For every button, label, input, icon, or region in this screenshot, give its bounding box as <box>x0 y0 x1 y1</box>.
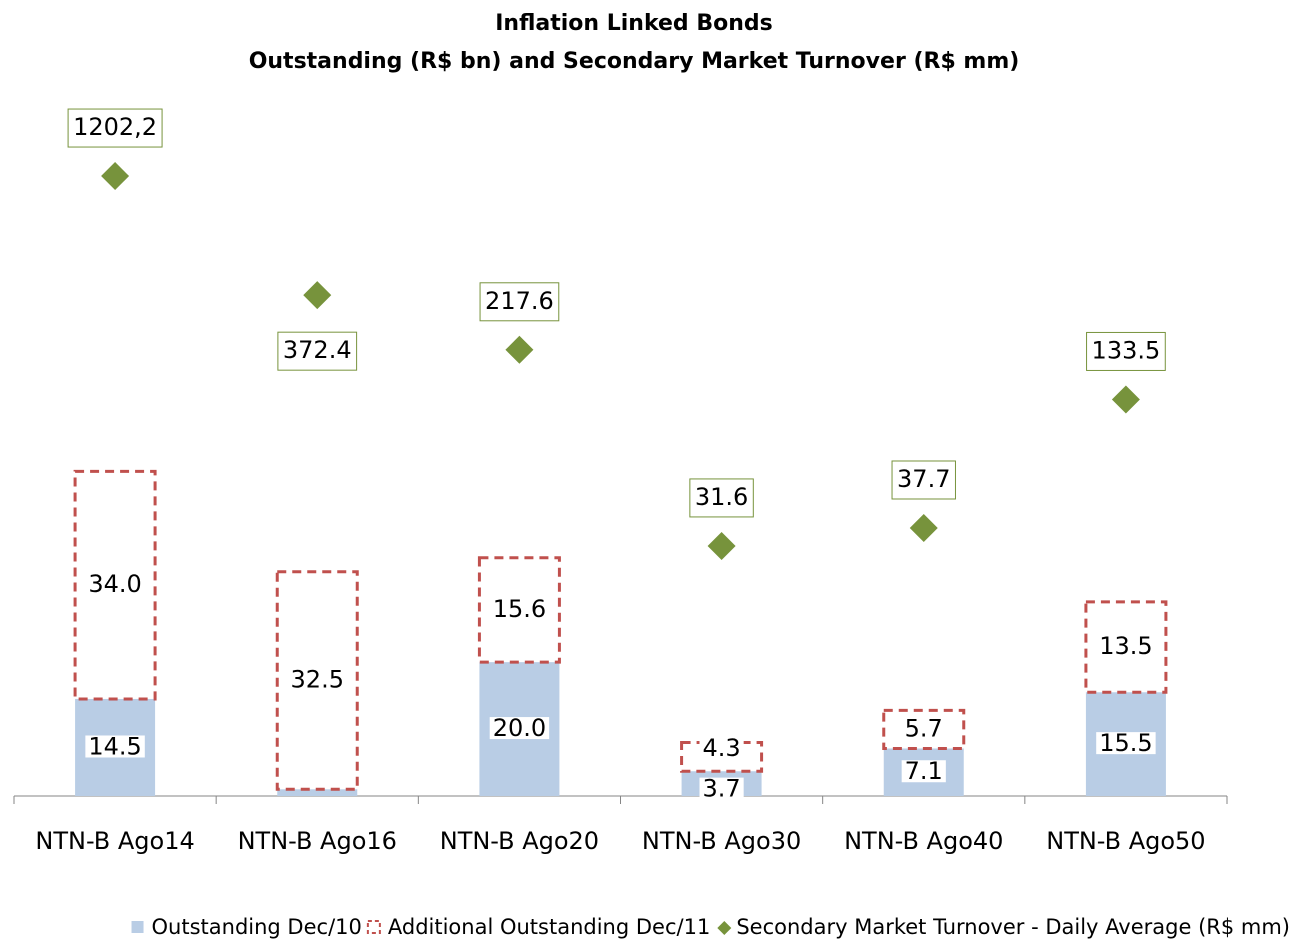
x-tick-label: NTN-B Ago20 <box>440 827 599 855</box>
x-tick-label: NTN-B Ago50 <box>1046 827 1205 855</box>
x-tick-label: NTN-B Ago30 <box>642 827 801 855</box>
legend-swatch <box>366 920 381 934</box>
data-label-bg <box>901 760 946 783</box>
bar-segment <box>277 789 358 796</box>
marker <box>505 335 534 364</box>
bar-segment <box>1084 600 1168 694</box>
chart-title: Inflation Linked Bonds <box>495 11 772 36</box>
data-label-bg <box>901 717 946 740</box>
data-label-box <box>1086 331 1166 371</box>
legend: Secondary Market Turnover - Daily Averag… <box>131 915 1290 939</box>
chart-subtitle: Outstanding (R$ bn) and Secondary Market… <box>249 49 1020 74</box>
data-label: 217.6 <box>485 287 554 315</box>
x-tick-label: NTN-B Ago14 <box>35 827 194 855</box>
data-label: 34.0 <box>88 570 141 598</box>
bar-segment <box>73 469 157 701</box>
data-label: 14.5 <box>88 732 141 760</box>
data-label: 31.6 <box>695 483 748 511</box>
data-label: 13.5 <box>1099 632 1152 660</box>
marker <box>303 281 332 310</box>
data-label: 372.4 <box>283 336 352 364</box>
legend-label: Additional Outstanding Dec/11 <box>388 915 710 939</box>
data-label-bg <box>85 735 145 758</box>
data-label: 20.0 <box>493 714 546 742</box>
data-label-box <box>67 108 163 148</box>
data-label: 5.7 <box>905 714 943 742</box>
legend-label: Secondary Market Turnover - Daily Averag… <box>736 915 1290 939</box>
bar-segment <box>477 556 561 664</box>
legend-label: Outstanding Dec/10 <box>152 915 362 939</box>
data-label: 32.5 <box>291 666 344 694</box>
data-label-bg <box>85 573 145 596</box>
data-label-box <box>891 460 956 500</box>
data-label-bg <box>699 777 744 800</box>
data-label-box <box>479 282 560 322</box>
data-label: 15.5 <box>1099 729 1152 757</box>
data-label-bg <box>489 597 550 620</box>
data-label-box <box>689 478 754 518</box>
legend-swatch <box>717 921 732 935</box>
data-label: 133.5 <box>1092 336 1161 364</box>
data-label-bg <box>489 717 550 740</box>
data-label-bg <box>1096 732 1156 755</box>
data-label-bg <box>699 736 744 759</box>
data-label: 4.3 <box>702 734 740 762</box>
bar-segment <box>680 740 764 773</box>
x-tick-label: NTN-B Ago40 <box>844 827 1003 855</box>
bar-segment <box>275 570 359 791</box>
data-label: 1202,2 <box>73 113 157 141</box>
marker <box>909 513 938 542</box>
data-label: 7.1 <box>905 757 943 785</box>
data-label: 15.6 <box>493 595 546 623</box>
x-tick-label: NTN-B Ago16 <box>238 827 397 855</box>
legend-swatch <box>131 921 144 933</box>
marker <box>707 531 736 560</box>
marker <box>1111 385 1140 414</box>
data-label-bg <box>287 668 347 691</box>
data-label-bg <box>1096 635 1156 658</box>
data-label: 3.7 <box>702 775 740 803</box>
data-label: 37.7 <box>897 465 950 493</box>
marker <box>101 162 130 191</box>
data-label-box <box>277 331 358 371</box>
bar-segment <box>882 708 966 750</box>
